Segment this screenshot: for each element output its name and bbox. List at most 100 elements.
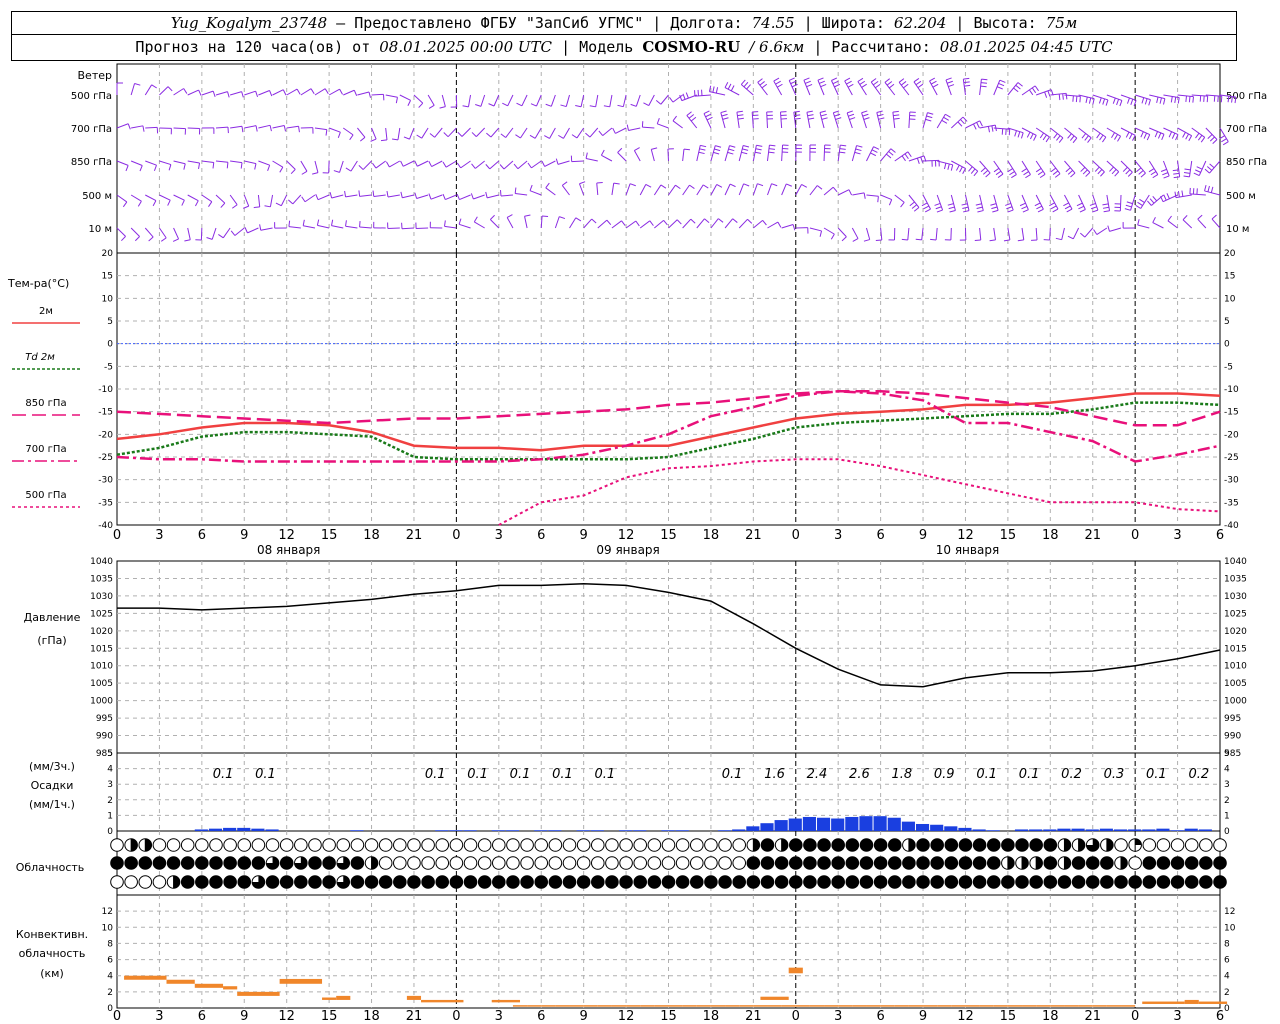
wind-barb-staff (819, 112, 825, 129)
wind-barb-flag (975, 203, 982, 206)
wind-barb-staff (445, 160, 457, 168)
wind-barb-flag (786, 183, 792, 187)
cloud-low-circle (1114, 875, 1128, 889)
wind-barb-staff (682, 184, 690, 196)
ytick-left-temp: -25 (98, 453, 113, 463)
wind-barb-flag (1126, 201, 1133, 205)
ytick-left-temp: 0 (107, 340, 113, 350)
wind-barb-flag (1029, 133, 1034, 140)
wind-barb-flag (1050, 167, 1057, 173)
wind-barb-flag (743, 183, 750, 187)
wind-barb-flag (736, 110, 743, 113)
wind-barb-flag (617, 104, 624, 108)
wind-barb-flag (1173, 172, 1180, 175)
wind-barb-flag (125, 165, 129, 172)
cloud-low-circle (308, 875, 322, 889)
wind-barb-flag (1116, 99, 1120, 106)
wind-barb-flag (198, 89, 202, 96)
wind-barb-flag (1207, 134, 1213, 139)
wind-barb-staff (1106, 94, 1123, 101)
precip-bar (1184, 828, 1198, 831)
wind-barb-flag (629, 183, 636, 187)
ytick-right-temp: -20 (1224, 430, 1239, 440)
wind-barb-flag (1007, 168, 1013, 173)
wind-barb-staff (159, 227, 167, 239)
wind-barb-flag (890, 148, 896, 153)
wind-barb-flag (1067, 235, 1074, 240)
cloud-high-circle (718, 838, 732, 852)
wind-barb-flag (345, 167, 352, 172)
wind-barb-flag (833, 110, 840, 114)
wind-barb-flag (913, 78, 920, 83)
cloud-high-circle (562, 838, 577, 852)
wind-barb-flag (820, 113, 827, 117)
wind-barb-flag (863, 239, 870, 242)
cloud-mid-circle (1199, 856, 1213, 870)
wind-barb-staff (130, 227, 140, 237)
wind-barb-staff (1151, 194, 1164, 206)
wind-barb-flag (1140, 172, 1146, 178)
wind-barb-flag (414, 192, 418, 199)
cloud-high-circle (449, 838, 464, 852)
precip-bar (548, 830, 562, 831)
wind-barb-flag (1174, 96, 1177, 104)
cloud-mid-circle (760, 856, 775, 870)
wind-barb-flag (1146, 134, 1151, 141)
cloud-low-circle (930, 875, 944, 889)
wind-barb-staff (1134, 160, 1146, 174)
precip-value-label: 0.1 (510, 767, 531, 782)
lon-value: 74.55 (751, 14, 795, 32)
wind-barb-staff (549, 127, 556, 139)
wind-barb-flag (1163, 175, 1170, 179)
time-tick-temp: 15 (1000, 528, 1017, 543)
wind-barb-flag (183, 88, 188, 94)
cloud-high-circle (166, 838, 181, 852)
conv-base-line (866, 1005, 881, 1007)
wind-barb-flag (1197, 134, 1203, 141)
wind-barb-flag (1080, 166, 1086, 172)
wind-barb-flag (1127, 171, 1133, 177)
wind-barb-flag (242, 205, 249, 209)
wind-barb-staff (1021, 85, 1036, 96)
wind-barb-staff (1092, 127, 1107, 138)
cloud-high-circle (887, 838, 902, 852)
model-resolution: / 6.6км (749, 38, 805, 56)
wind-barb-flag (841, 236, 847, 242)
wind-barb-flag (502, 102, 508, 107)
wind-barb-staff (580, 94, 585, 107)
day-label: 08 января (257, 543, 320, 557)
wind-barb-flag (873, 80, 879, 86)
wind-barb-staff (583, 218, 593, 229)
ytick-right-pres: 985 (1224, 749, 1241, 759)
wind-barb-flag (955, 164, 960, 171)
wind-barb-flag (168, 164, 172, 171)
wind-barb-staff (866, 194, 879, 197)
cloud-high-circle (661, 838, 676, 852)
wind-barb-staff (116, 160, 129, 166)
wind-barb-flag (544, 135, 550, 139)
cloud-mid-circle (223, 856, 237, 870)
wind-barb-flag (1128, 133, 1133, 140)
wind-barb-flag (1222, 141, 1229, 146)
cloud-mid-circle (647, 856, 662, 870)
wind-barb-staff (622, 94, 627, 107)
wind-barb-staff (201, 160, 214, 163)
precip-bar (237, 827, 251, 831)
wind-barb-flag (720, 110, 727, 114)
wind-barb-flag (713, 151, 720, 155)
wind-barb-flag (1197, 214, 1203, 220)
wind-barb-flag (690, 116, 697, 122)
cloud-low-circle (1142, 875, 1157, 889)
wind-barb-flag (1139, 198, 1145, 203)
cloud-high-circle-fill (781, 838, 788, 852)
ytick-right-temp: 5 (1224, 317, 1230, 327)
wind-barb-flag (832, 80, 839, 85)
conv-bar (1184, 999, 1199, 1004)
cloud-mid-circle (1156, 856, 1171, 870)
wind-barb-flag (253, 206, 260, 209)
wind-barb-flag (803, 77, 810, 81)
conv-base-line (682, 1005, 697, 1007)
cloud-low-circle (817, 875, 831, 889)
cloud-mid-circle (605, 856, 619, 870)
conv-base-line (937, 1005, 952, 1007)
